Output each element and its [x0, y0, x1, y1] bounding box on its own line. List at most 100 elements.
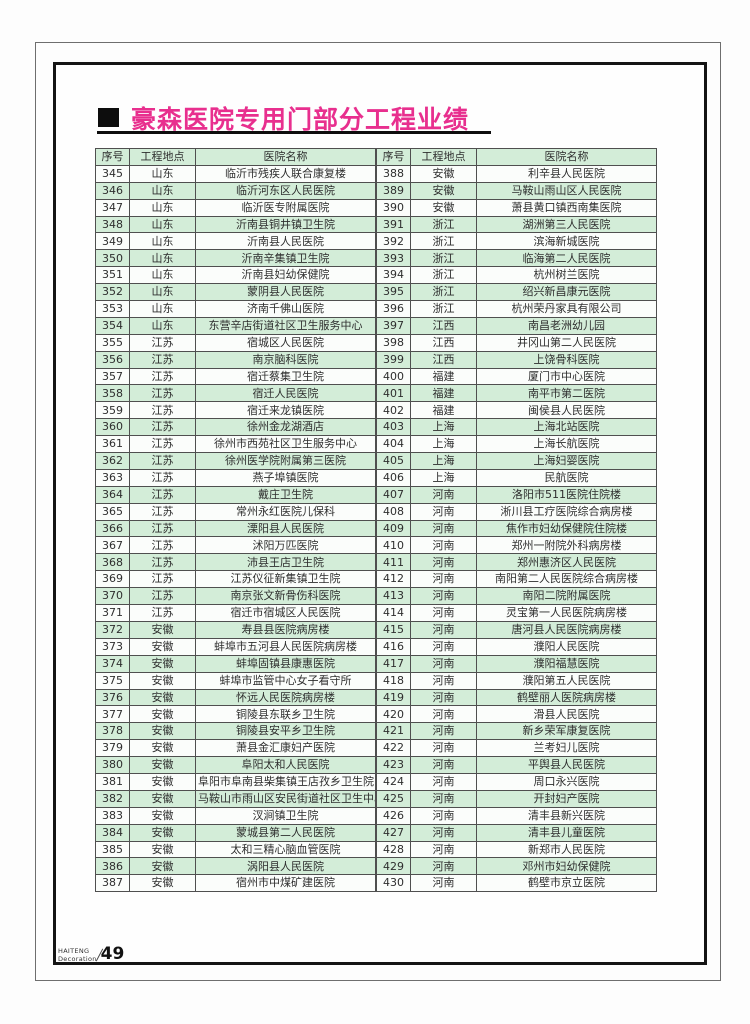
table-row: 373 安徽 蚌埠市五河县人民医院病房楼 — [95, 637, 376, 656]
hospital-cell: 宿迁人民医院 — [195, 384, 376, 403]
table-row: 425 河南 开封妇产医院 — [376, 789, 657, 808]
location-cell: 江苏 — [129, 485, 196, 504]
table-row: 378 安徽 铜陵县安平乡卫生院 — [95, 722, 376, 741]
hospital-cell: 马鞍山雨山区人民医院 — [476, 181, 657, 200]
seq-cell: 410 — [376, 536, 411, 555]
location-cell: 河南 — [410, 806, 477, 825]
hospital-cell: 溧阳县人民医院 — [195, 519, 376, 538]
table-row: 389 安徽 马鞍山雨山区人民医院 — [376, 181, 657, 200]
table-row: 404 上海 上海长航医院 — [376, 435, 657, 454]
hospital-cell: 汊涧镇卫生院 — [195, 806, 376, 825]
seq-cell: 404 — [376, 435, 411, 454]
seq-cell: 368 — [95, 553, 130, 572]
table-row: 351 山东 沂南县妇幼保健院 — [95, 266, 376, 285]
seq-cell: 399 — [376, 350, 411, 369]
seq-cell: 381 — [95, 772, 130, 791]
hospital-cell: 兰考妇儿医院 — [476, 739, 657, 758]
seq-cell: 396 — [376, 300, 411, 318]
table-row: 416 河南 濮阳人民医院 — [376, 637, 657, 656]
seq-cell: 405 — [376, 452, 411, 470]
seq-cell: 414 — [376, 604, 411, 622]
hospital-cell: 淅川县工疗医院综合病房楼 — [476, 502, 657, 521]
seq-cell: 423 — [376, 756, 411, 774]
location-cell: 安徽 — [129, 756, 196, 774]
table-row: 418 河南 濮阳第五人民医院 — [376, 671, 657, 690]
location-cell: 河南 — [410, 857, 477, 876]
location-cell: 江苏 — [129, 384, 196, 403]
location-cell: 上海 — [410, 468, 477, 487]
hospital-cell: 南京脑科医院 — [195, 350, 376, 369]
table-row: 396 浙江 杭州荣丹家具有限公司 — [376, 300, 657, 318]
location-cell: 河南 — [410, 823, 477, 842]
location-cell: 河南 — [410, 553, 477, 572]
location-cell: 河南 — [410, 874, 477, 893]
location-cell: 河南 — [410, 756, 477, 774]
table-row: 360 江苏 徐州金龙湖酒店 — [95, 418, 376, 437]
location-cell: 安徽 — [129, 789, 196, 808]
hospital-cell: 清丰县儿童医院 — [476, 823, 657, 842]
hospital-cell: 徐州医学院附属第三医院 — [195, 452, 376, 470]
table-row: 421 河南 新乡荣军康复医院 — [376, 722, 657, 741]
seq-cell: 380 — [95, 756, 130, 774]
seq-cell: 422 — [376, 739, 411, 758]
location-cell: 河南 — [410, 772, 477, 791]
table-row: 370 江苏 南京张文新骨伤科医院 — [95, 587, 376, 606]
seq-cell: 346 — [95, 181, 130, 200]
location-cell: 安徽 — [129, 688, 196, 707]
hospital-cell: 临沂河东区人民医院 — [195, 181, 376, 200]
table-row: 377 安徽 铜陵县东联乡卫生院 — [95, 705, 376, 724]
table-row: 397 江西 南昌老洲幼儿园 — [376, 316, 657, 335]
hospital-cell: 寿县县医院病房楼 — [195, 620, 376, 639]
hospital-cell: 铜陵县东联乡卫生院 — [195, 705, 376, 724]
seq-cell: 359 — [95, 401, 130, 420]
seq-cell: 371 — [95, 604, 130, 622]
location-cell: 河南 — [410, 671, 477, 690]
location-cell: 浙江 — [410, 232, 477, 251]
hospital-cell: 蒙阴县人民医院 — [195, 283, 376, 302]
hospital-cell: 太和三精心脑血管医院 — [195, 840, 376, 859]
location-cell: 河南 — [410, 688, 477, 707]
hospital-cell: 铜陵县安平乡卫生院 — [195, 722, 376, 741]
hospital-cell: 平舆县人民医院 — [476, 756, 657, 774]
location-cell: 山东 — [129, 164, 196, 183]
seq-cell: 348 — [95, 215, 130, 234]
hospital-cell: 济南千佛山医院 — [195, 300, 376, 318]
table-row: 385 安徽 太和三精心脑血管医院 — [95, 840, 376, 859]
table-row: 353 山东 济南千佛山医院 — [95, 300, 376, 318]
location-cell: 浙江 — [410, 300, 477, 318]
location-cell: 安徽 — [410, 181, 477, 200]
seq-cell: 408 — [376, 502, 411, 521]
page-footer: HAITENG Decoration 49 — [58, 943, 124, 963]
hospital-cell: 燕子埠镇医院 — [195, 468, 376, 487]
seq-cell: 411 — [376, 553, 411, 572]
hospital-cell: 濮阳第五人民医院 — [476, 671, 657, 690]
location-cell: 安徽 — [129, 722, 196, 741]
location-cell: 安徽 — [410, 198, 477, 217]
table-row: 380 安徽 阜阳太和人民医院 — [95, 756, 376, 774]
table-row: 422 河南 兰考妇儿医院 — [376, 739, 657, 758]
seq-cell: 389 — [376, 181, 411, 200]
seq-cell: 345 — [95, 164, 130, 183]
table-row: 364 江苏 戴庄卫生院 — [95, 485, 376, 504]
hospital-cell: 新乡荣军康复医院 — [476, 722, 657, 741]
location-cell: 河南 — [410, 705, 477, 724]
hospital-cell: 杭州树兰医院 — [476, 266, 657, 285]
table-row: 409 河南 焦作市妇幼保健院住院楼 — [376, 519, 657, 538]
table-row: 356 江苏 南京脑科医院 — [95, 350, 376, 369]
seq-cell: 384 — [95, 823, 130, 842]
hospital-cell: 郑州惠济区人民医院 — [476, 553, 657, 572]
table-row: 400 福建 厦门市中心医院 — [376, 367, 657, 386]
location-cell: 江苏 — [129, 452, 196, 470]
seq-cell: 372 — [95, 620, 130, 639]
hospital-cell: 徐州金龙湖酒店 — [195, 418, 376, 437]
location-cell: 江苏 — [129, 570, 196, 589]
table-row: 403 上海 上海北站医院 — [376, 418, 657, 437]
location-cell: 山东 — [129, 232, 196, 251]
hospital-cell: 蒙城县第二人民医院 — [195, 823, 376, 842]
table-row: 401 福建 南平市第二医院 — [376, 384, 657, 403]
table-row: 413 河南 南阳二院附属医院 — [376, 587, 657, 606]
table-row: 376 安徽 怀远人民医院病房楼 — [95, 688, 376, 707]
hospital-cell: 南平市第二医院 — [476, 384, 657, 403]
location-cell: 安徽 — [129, 705, 196, 724]
seq-cell: 401 — [376, 384, 411, 403]
